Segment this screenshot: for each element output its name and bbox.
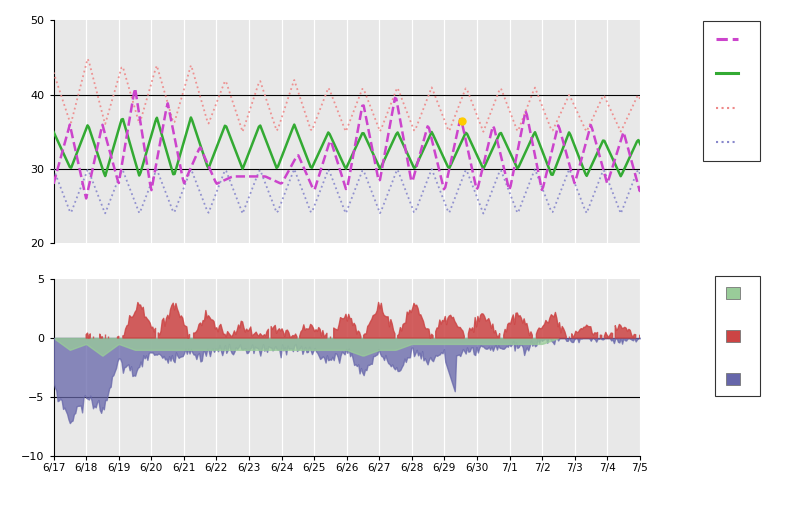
Legend: , , , : , , ,	[703, 21, 760, 161]
Legend: , , : , ,	[715, 275, 760, 396]
